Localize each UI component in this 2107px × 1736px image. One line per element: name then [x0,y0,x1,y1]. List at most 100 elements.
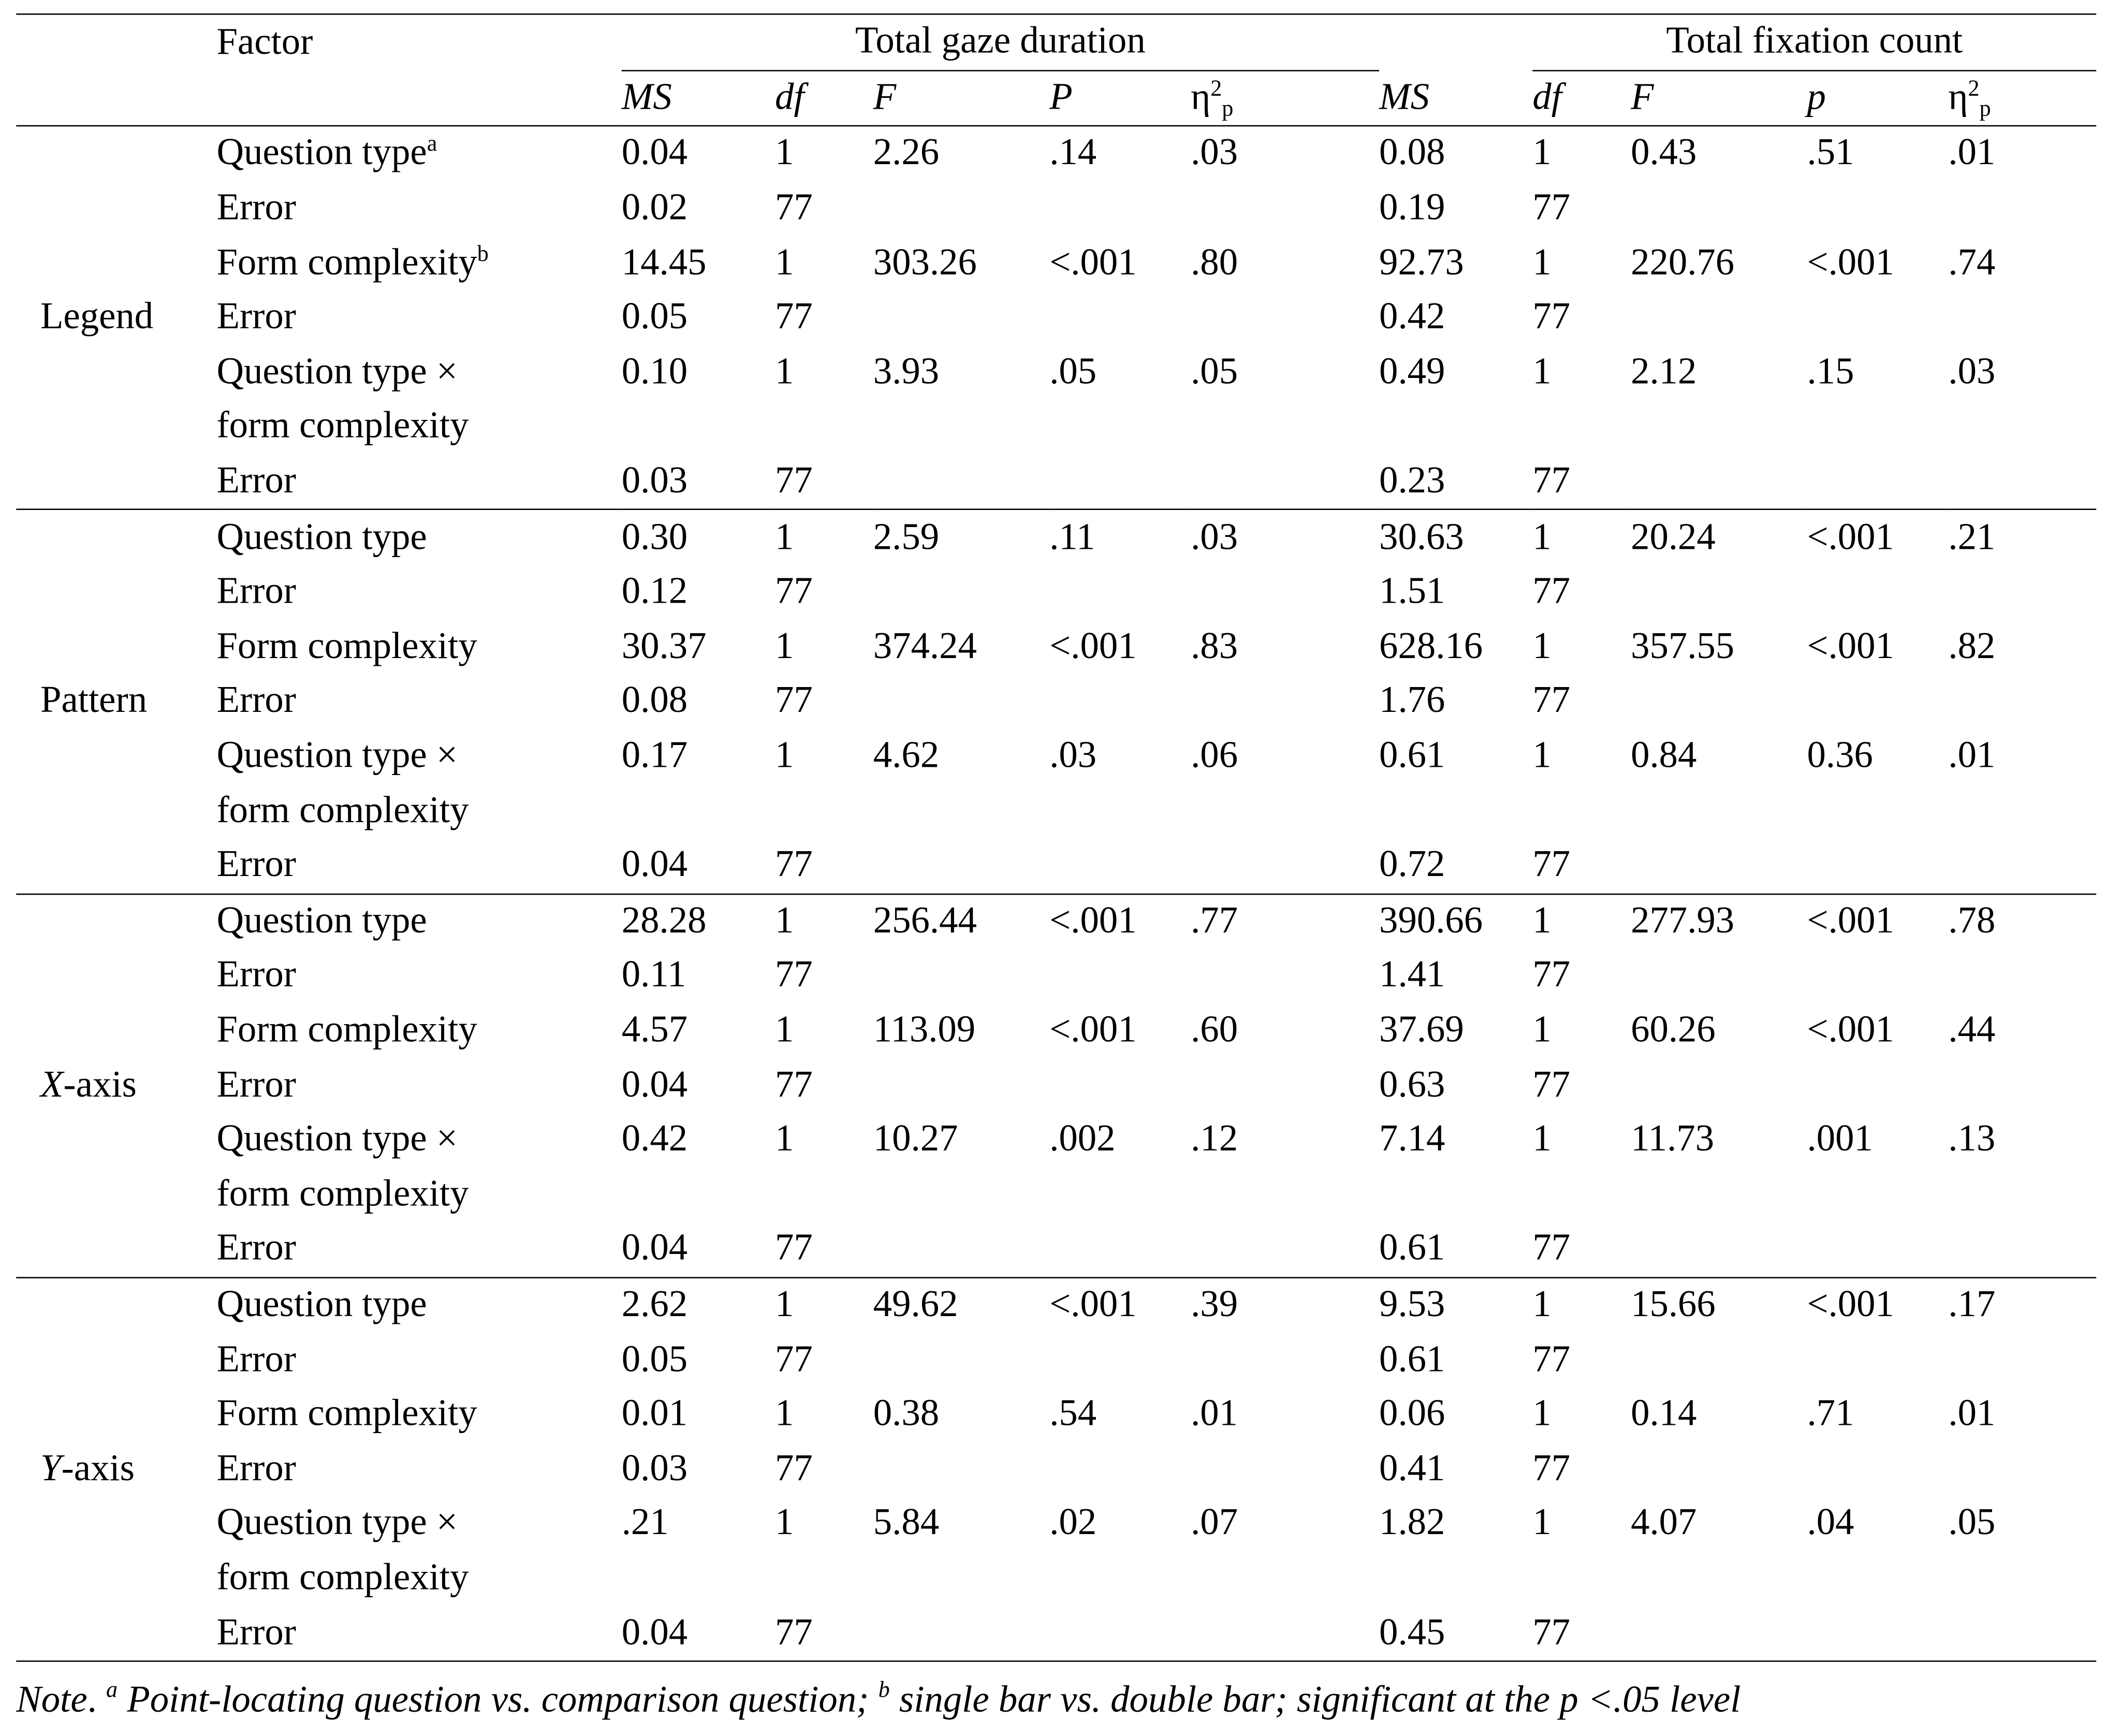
fix-ms-cell: 390.66 [1379,900,1483,942]
fix-f-cell: 15.66 [1631,1283,1716,1325]
gaze-ms-cell: 0.04 [621,132,688,174]
fix-p-header: p [1807,70,1949,127]
fix-df-cell: 77 [1532,187,1571,229]
fix-ms-cell: 0.63 [1379,1063,1445,1106]
table-row: Question type × 0.10 1 3.93 .05 .05 0.49 1 2.12.… [16,345,2096,400]
factor-cell: Question type × [216,1502,458,1544]
fix-p-cell [1807,1551,1949,1606]
table-row: Error 0.04 77 0.45 77 [16,1606,2097,1662]
fix-p-cell: <.001 [1807,625,1894,667]
factor-cell: Question type [216,516,427,558]
gaze-p-cell [1049,290,1191,345]
gaze-f-cell: 2.26 [873,132,940,174]
fix-eta-cell: .21 [1948,516,1996,558]
table-row: Error 0.05 77 0.61 77 [16,1333,2096,1388]
factor-cell: Question type [216,900,427,942]
fix-df-cell: 77 [1532,838,1631,895]
fix-p-cell [1807,400,1949,455]
gaze-df-cell: 1 [775,351,794,393]
fix-ms-cell: 37.69 [1379,1009,1464,1051]
table-row: Pattern Question type 0.30 1 2.59 .11 .03 30.63… [16,509,2096,895]
group-label: Legend [16,126,217,510]
factor-cell: Error [216,296,296,339]
table-row: form complexity [16,1168,2096,1222]
fix-eta-cell [1948,1442,2096,1497]
fix-eta-cell [1948,1222,2097,1278]
table-row: Error 0.02 77 0.19 77 [16,181,2096,236]
fix-eta-cell: .01 [1948,132,1996,174]
gaze-f-cell: 113.09 [873,1009,976,1051]
gaze-eta-cell [1191,1222,1380,1278]
fix-f-cell: 277.93 [1631,900,1735,942]
gaze-eta-cell [1191,454,1380,510]
fix-p-cell: <.001 [1807,900,1894,942]
fix-df-cell: 1 [1532,516,1552,558]
gaze-p-cell: <.001 [1049,1009,1137,1051]
fix-ms-cell: 0.45 [1379,1606,1533,1662]
fix-ms-cell: 92.73 [1379,241,1464,284]
gaze-eta-cell [1191,565,1379,620]
gaze-p-cell [1049,1058,1191,1113]
fix-df-cell: 1 [1532,351,1552,393]
gaze-ms-cell: 0.03 [621,1447,688,1490]
gaze-eta-cell: .01 [1191,1393,1238,1435]
table-row: Question type × 0.17 1 4.62 .03 .06 0.61 1 0.84 0… [16,729,2096,784]
gaze-ms-cell: 0.02 [621,187,688,229]
fix-f-cell: 0.14 [1631,1393,1697,1435]
fix-eta-cell [1948,1333,2096,1388]
gaze-df-cell [775,400,873,455]
gaze-f-cell [873,181,1049,236]
factor-cell: Form complexity [216,625,477,667]
fix-f-cell [1631,1222,1807,1278]
fix-eta-cell [1948,1551,2096,1606]
fix-ms-header: MS [1379,70,1533,127]
gaze-p-cell [1049,1551,1191,1606]
gaze-ms-cell [622,783,775,838]
gaze-df-cell: 1 [775,735,794,777]
gaze-eta-cell: .03 [1191,516,1238,558]
gaze-df-cell [775,1551,873,1606]
fix-df-cell: 1 [1532,1118,1552,1160]
gaze-df-cell: 77 [775,1338,813,1380]
gaze-eta-cell: .06 [1191,735,1238,777]
fix-p-cell: .04 [1807,1502,1854,1544]
table-row: form complexity [16,1551,2096,1606]
table-row: form complexity [16,400,2096,455]
gaze-df-cell: 77 [775,1222,873,1278]
fix-df-cell: 1 [1532,132,1552,174]
group-label: Y-axis [16,1277,217,1662]
gaze-f-cell [873,400,1049,455]
gaze-p-cell [1049,674,1191,729]
fix-df-cell: 77 [1532,571,1571,613]
fix-ms-cell [1379,1551,1532,1606]
factor-cell: Error [216,1338,296,1380]
gaze-ms-cell: 0.08 [621,680,688,722]
fix-p-cell: 0.36 [1807,735,1873,777]
fix-p-cell: .71 [1807,1393,1854,1435]
gaze-p-cell: .05 [1049,351,1097,393]
gaze-f-cell: 49.62 [873,1283,958,1325]
factor-cell: Error [216,838,622,895]
gaze-eta-cell: .80 [1191,241,1238,284]
gaze-f-cell: 0.38 [873,1393,940,1435]
factor-cell: Question type × [216,1118,458,1160]
fix-ms-cell: 1.76 [1379,680,1445,722]
fix-f-cell: 60.26 [1631,1009,1716,1051]
gaze-df-cell: 1 [775,516,794,558]
gaze-ms-cell: 0.42 [621,1118,688,1160]
fix-eta-cell [1948,454,2097,510]
gaze-p-header: P [1049,70,1191,127]
gaze-eta-cell: .77 [1191,900,1238,942]
factor-cell: Error [216,187,296,229]
factor-cell: Question type × [216,735,458,777]
header-row-1: Factor Total gaze duration Total fixatio… [16,14,2097,71]
gaze-eta-cell [1191,1168,1379,1222]
fix-f-cell [1631,1333,1807,1388]
gaze-eta-cell [1191,1058,1379,1113]
fix-f-cell: 20.24 [1631,516,1716,558]
gaze-eta-cell [1191,1442,1379,1497]
table-row: Legend Question typea 0.04 1 2.26 .14 .03 0.08 1… [16,126,2096,510]
fix-ms-cell: 1.82 [1379,1502,1445,1544]
table-row: Error 0.11 77 1.41 77 [16,949,2096,1004]
gaze-p-cell: .02 [1049,1502,1097,1544]
